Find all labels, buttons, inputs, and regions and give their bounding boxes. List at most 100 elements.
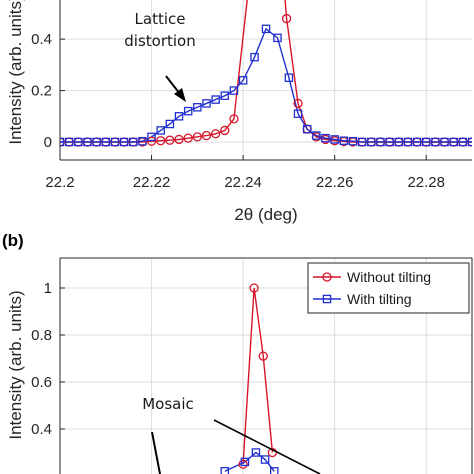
data-point-with-tilting bbox=[312, 131, 321, 140]
data-point-with-tilting bbox=[110, 137, 120, 147]
y-tick-label: 0.2 bbox=[31, 83, 52, 100]
data-point-with-tilting bbox=[376, 137, 385, 147]
legend-box bbox=[307, 262, 470, 314]
data-point-without-tilting bbox=[210, 129, 221, 139]
data-point-with-tilting bbox=[440, 137, 449, 147]
data-point-with-tilting bbox=[421, 137, 431, 147]
data-point-with-tilting bbox=[174, 112, 184, 121]
panel-label-b: (b) bbox=[2, 231, 24, 250]
data-point-without-tilting bbox=[229, 114, 239, 124]
annotation-line: distortion bbox=[124, 32, 195, 50]
data-point-without-tilting bbox=[220, 125, 230, 136]
annotation-arrow-mosaic bbox=[151, 431, 161, 474]
series-line-with-tilting bbox=[60, 27, 472, 143]
data-point-with-tilting bbox=[467, 137, 472, 147]
y-tick-label: 0.8 bbox=[31, 327, 52, 344]
data-point-with-tilting bbox=[412, 137, 422, 147]
plot-b-area bbox=[213, 283, 321, 474]
data-point-with-tilting bbox=[449, 137, 458, 147]
data-point-without-tilting bbox=[281, 13, 292, 24]
data-point-with-tilting bbox=[260, 455, 270, 464]
data-point-without-tilting bbox=[156, 136, 166, 146]
data-point-with-tilting bbox=[330, 135, 339, 144]
data-point-with-tilting bbox=[83, 137, 92, 147]
data-point-with-tilting bbox=[261, 24, 271, 34]
y-tick-label: 1 bbox=[44, 280, 52, 297]
data-point-with-tilting bbox=[193, 103, 202, 112]
data-point-with-tilting bbox=[293, 109, 303, 118]
data-point-with-tilting bbox=[220, 467, 230, 474]
data-point-with-tilting bbox=[273, 33, 282, 43]
plot-a-area bbox=[60, 0, 472, 147]
data-point-with-tilting bbox=[284, 73, 294, 82]
x-tick-label: 22.26 bbox=[316, 174, 354, 191]
data-point-without-tilting bbox=[238, 459, 248, 469]
panel-b-chart: (b) 0.4 0.6 0.8 1 Intensity (arb. units) Mosai… bbox=[2, 231, 473, 474]
data-point-with-tilting bbox=[357, 137, 367, 147]
data-point-with-tilting bbox=[302, 124, 312, 134]
data-point-with-tilting bbox=[138, 136, 147, 146]
y-tick-label: 0.6 bbox=[31, 374, 52, 391]
legend: Without tilting With tilting bbox=[307, 262, 470, 314]
data-point-with-tilting bbox=[74, 137, 83, 147]
data-point-with-tilting bbox=[183, 106, 193, 116]
data-point-with-tilting bbox=[240, 457, 250, 467]
annotation-line-mosaic bbox=[213, 419, 321, 474]
data-point-without-tilting bbox=[192, 132, 202, 142]
panel-a-chart: 22.2 22.22 22.24 22.26 22.28 0 0.2 0.4 Intensity… bbox=[6, 0, 472, 224]
annotation-mosaic: Mosaic bbox=[142, 395, 194, 413]
data-point-without-tilting bbox=[174, 134, 184, 145]
data-point-with-tilting bbox=[64, 137, 74, 147]
data-point-with-tilting bbox=[92, 137, 101, 147]
data-point-with-tilting bbox=[229, 86, 239, 95]
data-point-with-tilting bbox=[385, 137, 394, 147]
data-point-without-tilting bbox=[165, 135, 175, 145]
series-line-without-tilting bbox=[242, 287, 274, 465]
data-point-with-tilting bbox=[128, 137, 138, 147]
series-line-without-tilting bbox=[60, 0, 472, 143]
data-point-with-tilting bbox=[394, 137, 404, 147]
data-point-with-tilting bbox=[220, 91, 230, 100]
y-tick-label: 0.4 bbox=[31, 421, 52, 438]
annotation-line: Lattice bbox=[135, 10, 186, 28]
y-tick-label: 0 bbox=[44, 134, 52, 151]
data-point-with-tilting bbox=[321, 133, 330, 143]
data-point-with-tilting bbox=[458, 137, 468, 147]
data-point-without-tilting bbox=[183, 133, 193, 143]
legend-marker bbox=[322, 294, 332, 304]
data-point-with-tilting bbox=[367, 137, 376, 147]
legend-label: With tilting bbox=[347, 291, 412, 307]
annotation-arrow-shaft bbox=[165, 75, 181, 95]
annotation-lattice-distortion: Lattice distortion bbox=[124, 10, 195, 50]
data-point-with-tilting bbox=[119, 137, 129, 147]
x-tick-label: 22.22 bbox=[133, 174, 171, 191]
data-point-with-tilting bbox=[348, 136, 358, 146]
data-point-without-tilting bbox=[258, 351, 268, 361]
y-tick-label: 0.4 bbox=[31, 31, 52, 48]
data-point-with-tilting bbox=[251, 448, 261, 457]
data-point-with-tilting bbox=[339, 136, 349, 145]
y-axis-label: Intensity (arb. units) bbox=[6, 290, 25, 439]
data-point-with-tilting bbox=[211, 95, 220, 104]
x-axis-label: 2θ (deg) bbox=[234, 205, 297, 224]
data-point-with-tilting bbox=[238, 76, 248, 85]
data-point-with-tilting bbox=[202, 99, 211, 108]
x-tick-label: 22.2 bbox=[45, 174, 74, 191]
data-point-with-tilting bbox=[250, 52, 259, 62]
data-point-without-tilting bbox=[146, 136, 157, 146]
data-point-with-tilting bbox=[403, 137, 413, 147]
data-point-with-tilting bbox=[431, 137, 440, 147]
data-point-without-tilting bbox=[201, 130, 212, 141]
data-point-with-tilting bbox=[147, 132, 156, 142]
data-point-with-tilting bbox=[269, 467, 279, 474]
x-tick-label: 22.28 bbox=[407, 174, 445, 191]
data-point-with-tilting bbox=[156, 126, 165, 135]
legend-label: Without tilting bbox=[347, 269, 431, 285]
y-axis-label: Intensity (arb. units) bbox=[6, 0, 25, 145]
data-point-without-tilting bbox=[249, 283, 259, 293]
data-point-without-tilting bbox=[293, 98, 303, 109]
data-point-with-tilting bbox=[60, 137, 65, 147]
annotation-arrow-head bbox=[174, 88, 186, 102]
legend-marker bbox=[322, 272, 332, 282]
